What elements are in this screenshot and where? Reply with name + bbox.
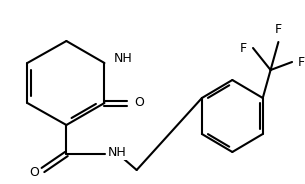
Text: F: F <box>240 42 247 54</box>
Text: F: F <box>275 23 282 36</box>
Text: NH: NH <box>114 52 133 65</box>
Text: NH: NH <box>107 146 126 158</box>
Text: O: O <box>29 165 39 178</box>
Text: O: O <box>135 96 145 109</box>
Text: F: F <box>298 56 305 68</box>
